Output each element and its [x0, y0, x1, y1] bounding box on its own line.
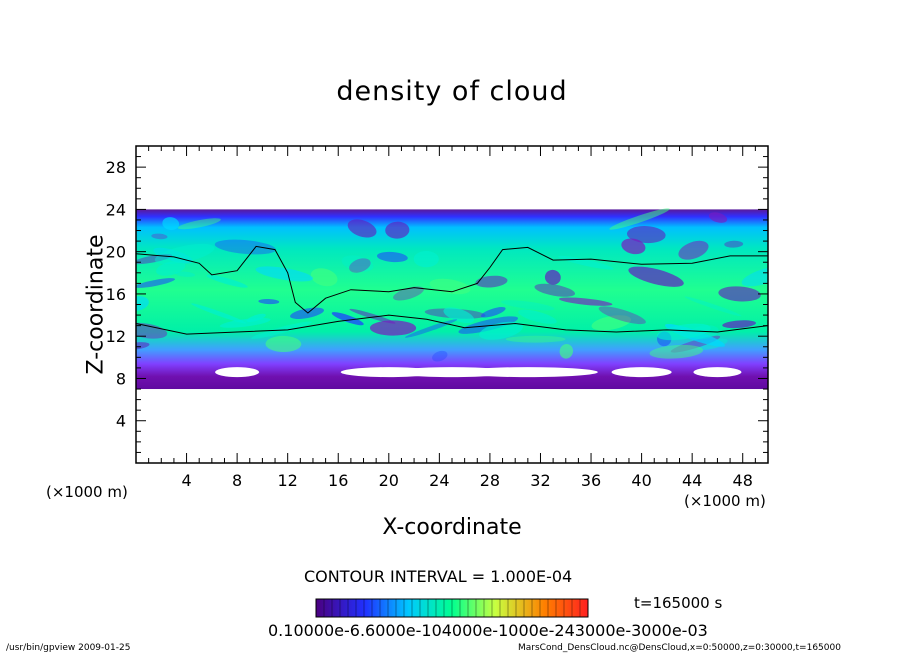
- cloud-swirl: [347, 219, 377, 238]
- y-tick-label: 20: [106, 243, 126, 262]
- cloud-swirl: [656, 323, 711, 341]
- cloud-swirl: [175, 271, 196, 277]
- cloud-swirl: [290, 307, 325, 319]
- cloud-swirl: [154, 243, 215, 265]
- cloud-swirl: [349, 308, 396, 324]
- cloud-swirl: [310, 268, 338, 287]
- x-tick-label: 4: [181, 471, 191, 490]
- contour-line-upper: [136, 245, 768, 314]
- cloud-swirl: [206, 274, 248, 288]
- cloud-swirl: [376, 251, 408, 263]
- cloud-swirl: [724, 240, 744, 248]
- cloud-swirl: [191, 303, 247, 324]
- cloud-gap: [611, 367, 672, 378]
- cloud-gap: [457, 367, 598, 378]
- cloud-swirl: [534, 283, 576, 297]
- cloud-swirl: [708, 212, 728, 223]
- cloud-swirl: [331, 312, 364, 326]
- cloud-swirl: [458, 316, 519, 334]
- cloud-swirl: [684, 296, 742, 317]
- cloud-swirl: [405, 319, 458, 338]
- chart-title: density of cloud: [336, 76, 568, 107]
- cloud-swirl: [480, 307, 506, 318]
- x-tick-label: 12: [278, 471, 298, 490]
- cloud-swirl: [136, 278, 175, 288]
- cloud-swirl: [136, 322, 168, 339]
- cloud-swirl: [162, 217, 180, 231]
- y-tick-label: 8: [116, 369, 126, 388]
- cloud-swirl: [413, 250, 439, 268]
- cloud-swirl: [544, 269, 561, 285]
- y-tick-label: 28: [106, 158, 126, 177]
- x-tick-label: 20: [379, 471, 399, 490]
- cloud-swirl: [609, 208, 670, 230]
- cloud-swirl: [678, 240, 709, 260]
- cloud-swirl: [349, 258, 371, 273]
- cloud-swirl: [518, 309, 557, 324]
- cloud-swirl: [626, 226, 666, 244]
- cloud-swirl: [505, 335, 566, 343]
- colorbar-tick-labels: 0.10000e-6.6000e-104000e-1000e-243000e-3…: [268, 621, 708, 640]
- cloud-swirl: [479, 321, 523, 340]
- x-tick-label: 48: [733, 471, 753, 490]
- x-tick-label: 24: [429, 471, 449, 490]
- cloud-swirl: [151, 233, 168, 240]
- contour-line-lower: [136, 314, 768, 335]
- cloud-swirl: [559, 344, 574, 359]
- cloud-swirl: [598, 306, 646, 325]
- cloud-swirl: [558, 297, 613, 306]
- cloud-swirl: [628, 266, 684, 287]
- cloud-swirl: [718, 286, 761, 302]
- cloud-density-field: [136, 209, 768, 390]
- cloud-swirl: [649, 344, 704, 359]
- cloud-swirl: [255, 266, 314, 282]
- contour-interval-label: CONTOUR INTERVAL = 1.000E-04: [304, 567, 573, 586]
- cloud-swirl: [341, 255, 374, 272]
- cloud-swirl: [156, 261, 186, 276]
- cloud-swirl: [621, 238, 646, 255]
- footer-data-source: MarsCond_DensCloud.nc@DensCloud,x=0:5000…: [518, 643, 841, 653]
- cloud-gap: [215, 367, 260, 378]
- y-axis-unit: (×1000 m): [46, 483, 128, 501]
- cloud-swirl: [591, 315, 632, 331]
- y-tick-label: 16: [106, 285, 126, 304]
- cloud-swirl: [500, 300, 555, 311]
- y-tick-label: 4: [116, 412, 126, 431]
- y-tick-label: 24: [106, 200, 126, 219]
- footer-program-date: /usr/bin/gpview 2009-01-25: [6, 643, 131, 653]
- y-tick-label: 12: [106, 327, 126, 346]
- x-tick-label: 36: [581, 471, 601, 490]
- x-tick-label: 32: [530, 471, 550, 490]
- cloud-swirl: [432, 350, 448, 362]
- cloud-swirl: [741, 266, 768, 287]
- x-tick-label: 16: [328, 471, 348, 490]
- time-label: t=165000 s: [634, 594, 723, 612]
- cloud-gap: [693, 367, 742, 378]
- cloud-swirl: [258, 298, 280, 305]
- x-tick-label: 28: [480, 471, 500, 490]
- colorbar-frame: [315, 598, 589, 618]
- cloud-swirl: [393, 286, 424, 301]
- cloud-swirl: [722, 320, 756, 329]
- cloud-swirl: [475, 275, 508, 288]
- cloud-swirl: [177, 218, 221, 230]
- cloud-swirl: [214, 239, 276, 255]
- cloud-swirl: [136, 296, 149, 311]
- x-tick-label: 44: [682, 471, 702, 490]
- cloud-swirl: [369, 320, 417, 336]
- cloud-swirl: [443, 307, 475, 324]
- cloud-swirl: [385, 221, 410, 239]
- cloud-swirl: [136, 254, 173, 265]
- x-axis-label: X-coordinate: [382, 515, 522, 540]
- cloud-swirl: [265, 335, 302, 353]
- x-axis-unit: (×1000 m): [684, 492, 766, 510]
- x-tick-label: 8: [232, 471, 242, 490]
- x-tick-label: 40: [631, 471, 651, 490]
- cloud-swirl: [219, 317, 271, 328]
